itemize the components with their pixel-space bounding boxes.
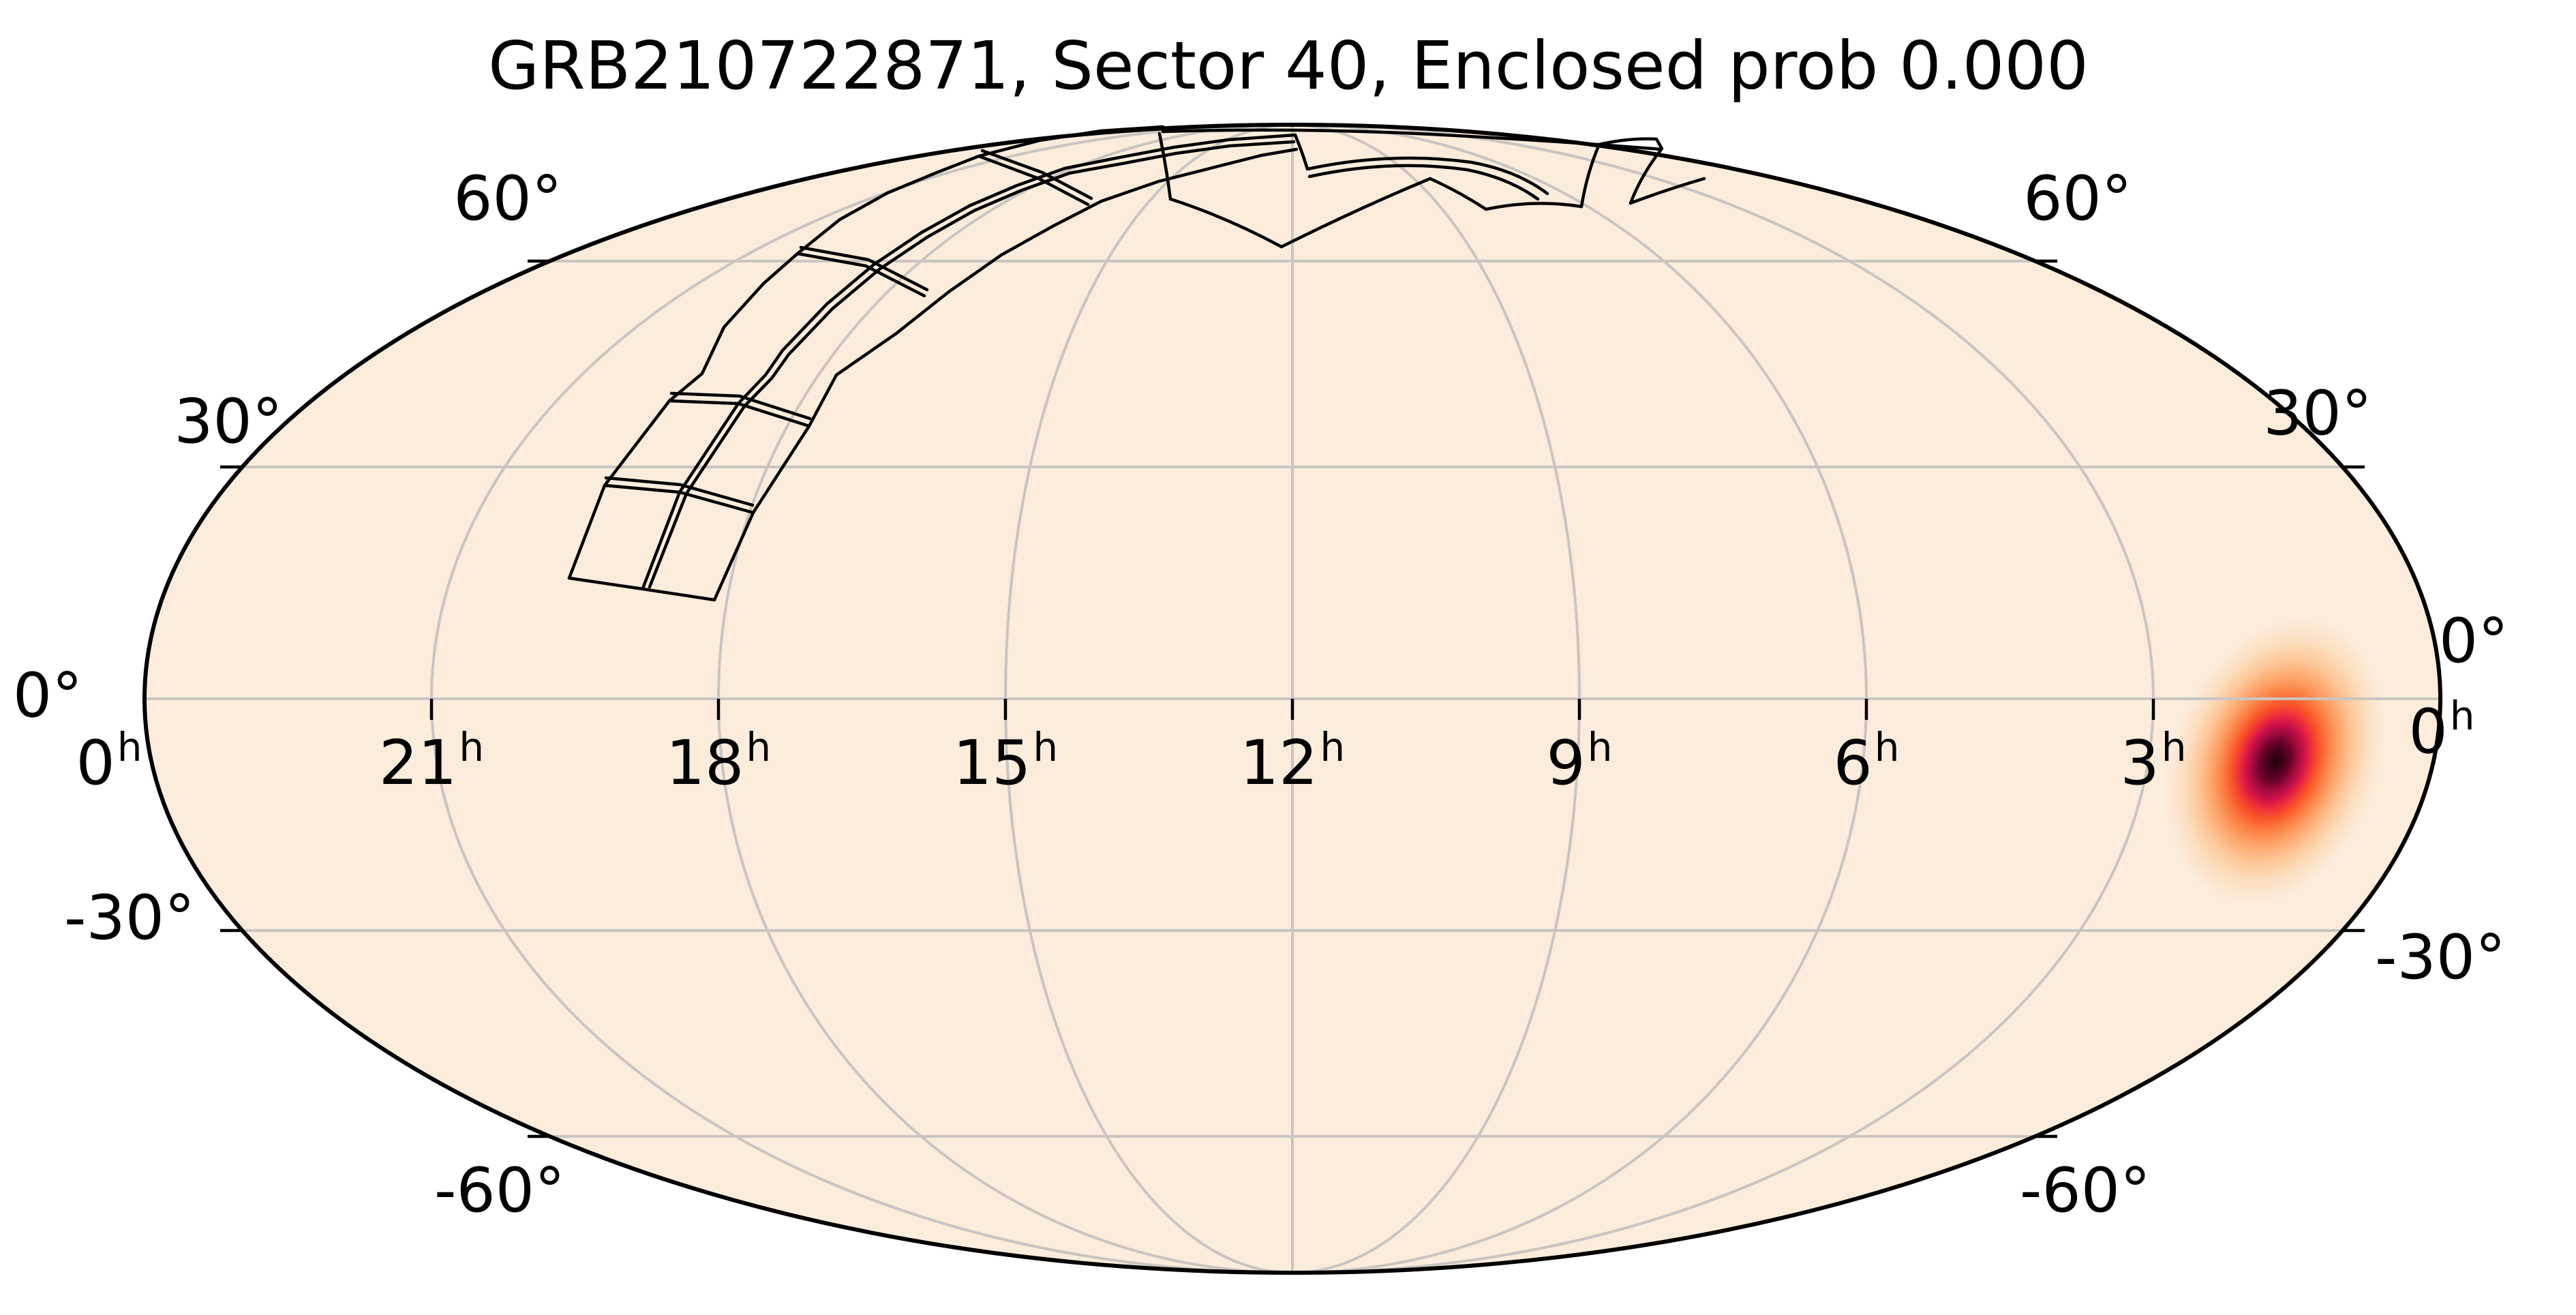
dec-tick-label: 30° bbox=[2263, 378, 2372, 449]
ra-tick-label: 9h bbox=[1546, 724, 1612, 799]
page-title: GRB210722871, Sector 40, Enclosed prob 0… bbox=[488, 27, 2089, 104]
dec-tick-label: 60° bbox=[453, 163, 562, 235]
tess-footprint-outline bbox=[603, 483, 755, 515]
tess-footprint-outline bbox=[641, 133, 1297, 590]
tess-footprint-outline bbox=[1279, 177, 1432, 249]
dec-tick-label: 60° bbox=[2023, 163, 2132, 235]
tess-footprint-outline bbox=[1428, 177, 1488, 211]
ra-tick-label: 0h bbox=[2408, 693, 2474, 768]
tess-footprint-outline bbox=[795, 252, 926, 298]
tess-footprint-outline bbox=[604, 476, 755, 507]
tess-footprint-outline bbox=[977, 154, 1090, 207]
tess-footprint-outline bbox=[1307, 164, 1540, 201]
tess-footprint-outline bbox=[669, 391, 812, 421]
tess-footprint-outline bbox=[1157, 132, 1172, 201]
dec-tick-label: 0° bbox=[2439, 605, 2509, 677]
ra-tick-label: 18h bbox=[666, 724, 771, 799]
tess-footprint-outline bbox=[567, 125, 1165, 580]
tess-footprint-layer bbox=[567, 125, 1706, 602]
tess-footprint-outline bbox=[1484, 202, 1584, 211]
tess-footprint-outline bbox=[1628, 177, 1706, 205]
dec-tick-label: -60° bbox=[2020, 1155, 2151, 1226]
dec-tick-label: -60° bbox=[434, 1155, 565, 1226]
ra-tick-label: 15h bbox=[953, 724, 1058, 799]
tess-footprint-outline bbox=[1579, 142, 1601, 209]
tess-footprint-outline bbox=[1293, 133, 1309, 171]
tess-footprint-outline bbox=[1168, 197, 1284, 249]
tess-footprint-outline bbox=[980, 149, 1093, 200]
tess-footprint-outline bbox=[799, 245, 929, 292]
map-outline-ellipse bbox=[142, 123, 2442, 1275]
dec-tick-label: -30° bbox=[2375, 922, 2506, 993]
dec-tick-label: 0° bbox=[13, 660, 82, 731]
ra-tick-label: 21h bbox=[379, 724, 484, 799]
grb-probability-blob-layer bbox=[2167, 619, 2384, 904]
ra-tick-label: 3h bbox=[2120, 724, 2186, 799]
tess-footprint-outline bbox=[667, 399, 811, 428]
dec-tick-label: -30° bbox=[64, 882, 195, 954]
ra-tick-label: 12h bbox=[1240, 724, 1345, 799]
axis-label-layer: 0h 21h 18h 15h 12h 9h 6h 3h 0h 60° 30° 0° -30° -60° 60… bbox=[13, 163, 2509, 1226]
tick-layer bbox=[220, 259, 2365, 1138]
grb-probability-blob bbox=[2167, 619, 2384, 904]
ra-tick-label: 6h bbox=[1833, 724, 1899, 799]
ra-tick-label: 0h bbox=[76, 724, 142, 799]
tess-footprint-outline bbox=[1305, 156, 1549, 196]
tess-footprint-outline bbox=[1597, 137, 1664, 205]
tess-footprint-outline bbox=[567, 576, 716, 602]
dec-tick-label: 30° bbox=[174, 386, 283, 457]
tess-footprint-outline bbox=[648, 140, 1296, 589]
